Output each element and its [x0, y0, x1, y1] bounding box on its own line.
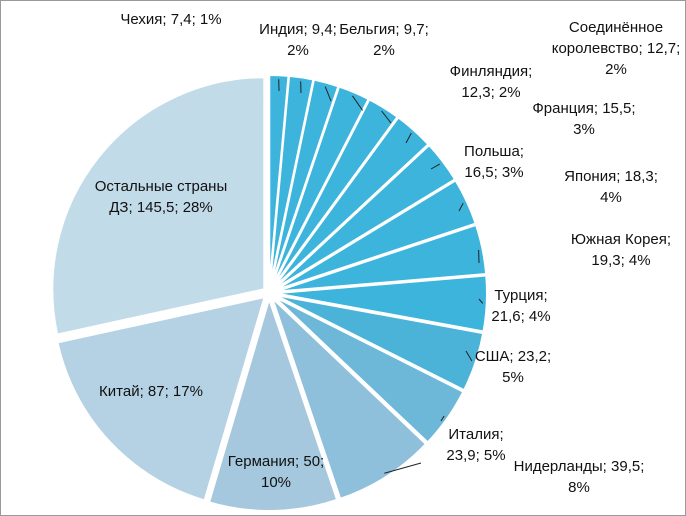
data-label: Остальные страны ДЗ; 145,5; 28%: [94, 178, 228, 216]
data-label: Турция; 21,6; 4%: [491, 287, 551, 325]
leader-line: [405, 132, 412, 144]
data-label: Нидерланды; 39,5; 8%: [513, 458, 645, 496]
leader-line: [352, 95, 364, 112]
data-label: Франция; 15,5; 3%: [532, 100, 636, 138]
data-label: Южная Корея; 19,3; 4%: [570, 231, 672, 269]
pie-slice: [274, 293, 485, 392]
leader-line: [458, 202, 464, 212]
pie-slice: [273, 179, 477, 292]
pie-slice: [273, 295, 465, 444]
pie-slice: [274, 274, 488, 333]
leader-line: [384, 462, 422, 474]
data-label: Италия; 23,9; 5%: [446, 426, 506, 464]
leader-line: [465, 350, 473, 362]
data-label: Бельгия; 9,7; 2%: [339, 21, 429, 59]
data-label: Финляндия; 12,3; 2%: [449, 63, 533, 101]
pie-slice: [56, 295, 267, 502]
data-label: Соединённое королевство; 12,7; 2%: [551, 19, 681, 78]
leader-line: [381, 110, 392, 124]
pie-slice: [274, 223, 488, 293]
leader-line: [440, 415, 445, 422]
data-label: Индия; 9,4; 2%: [259, 21, 337, 59]
leader-line: [478, 298, 484, 304]
data-label: США; 23,2; 5%: [474, 348, 552, 386]
data-label: Польша; 16,5; 3%: [464, 143, 524, 181]
leader-line: [324, 86, 332, 102]
leader-line: [430, 163, 441, 170]
data-label: Китай; 87; 17%: [99, 383, 203, 400]
pie-slice: [207, 295, 339, 512]
pie-slice: [271, 98, 399, 289]
pie-slice: [51, 76, 266, 336]
pie-slice: [273, 143, 457, 291]
pie-slice: [271, 297, 428, 501]
data-label: Германия; 50; 10%: [227, 453, 325, 491]
pie-slice: [272, 116, 430, 290]
data-label: Япония; 18,3; 4%: [564, 168, 658, 206]
data-label: Чехия; 7,4; 1%: [120, 11, 222, 28]
